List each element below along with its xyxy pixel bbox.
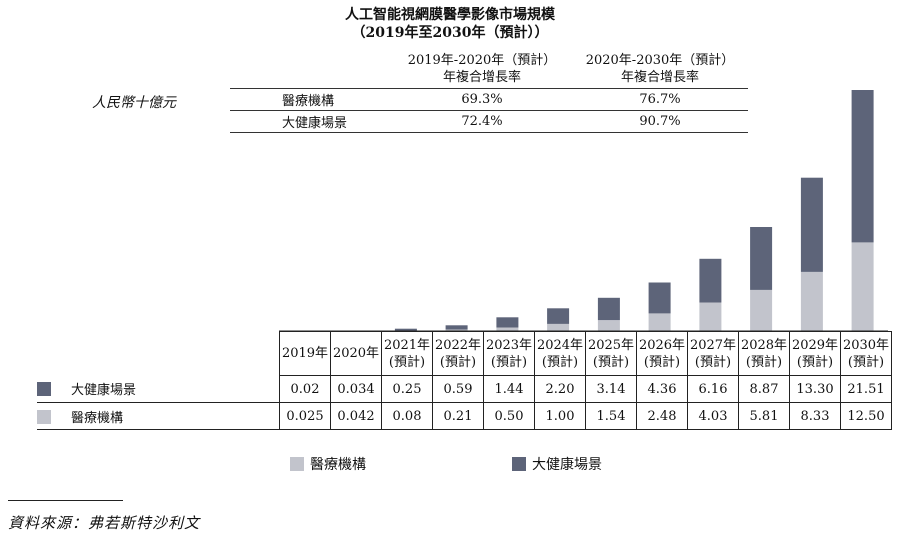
data-cell-health: 2.20 bbox=[534, 375, 586, 403]
data-cell-medical: 0.025 bbox=[279, 402, 331, 430]
data-cell-medical: 1.54 bbox=[585, 402, 637, 430]
cagr-row-health: 大健康場景 72.4% 90.7% bbox=[230, 110, 748, 133]
cagr-table: 2019年-2020年（預計） 年複合增長率 2020年-2030年（預計） 年複合… bbox=[230, 50, 748, 133]
legend-label: 大健康場景 bbox=[532, 457, 602, 473]
bar-medical bbox=[496, 327, 519, 331]
data-table: 2019年 2020年 2021年 (預計) 2022年 (預計) 2023年 (預計) 202… bbox=[37, 331, 892, 430]
year-header-cell: 2028年 (預計) bbox=[738, 331, 790, 376]
bar-health bbox=[851, 90, 874, 243]
row-label-medical: 醫療機構 bbox=[37, 402, 280, 430]
year-header-cell: 2023年 (預計) bbox=[483, 331, 535, 376]
year-header-cell: 2029年 (預計) bbox=[789, 331, 841, 376]
data-cell-medical: 8.33 bbox=[789, 402, 841, 430]
year-header-cell: 2024年 (預計) bbox=[534, 331, 586, 376]
cagr-header-2019-2020: 2019年-2020年（預計） 年複合增長率 bbox=[392, 50, 572, 89]
bar-health bbox=[547, 308, 570, 324]
cagr-header-row: 2019年-2020年（預計） 年複合增長率 2020年-2030年（預計） 年複合… bbox=[230, 50, 748, 89]
cagr-row-label: 醫療機構 bbox=[230, 88, 392, 111]
legend-swatch-medical bbox=[37, 409, 51, 424]
data-cell-medical: 5.81 bbox=[738, 402, 790, 430]
data-cell-health: 0.59 bbox=[432, 375, 484, 403]
year-header-cell: 2027年 (預計) bbox=[687, 331, 739, 376]
unit-label: 人民幣十億元 bbox=[92, 95, 176, 111]
data-cell-medical: 12.50 bbox=[840, 402, 892, 430]
chart-subtitle: （2019年至2030年（預計）） bbox=[351, 25, 549, 41]
row-label-text: 大健康場景 bbox=[71, 383, 137, 399]
cagr-value: 72.4% bbox=[392, 110, 572, 133]
cagr-header-2020-2030: 2020年-2030年（預計） 年複合增長率 bbox=[572, 50, 748, 89]
chart-title: 人工智能視網膜醫學影像市場規模 bbox=[345, 7, 555, 23]
data-row-medical: 醫療機構 0.025 0.042 0.08 0.21 0.50 1.00 1.54 2.48 4… bbox=[37, 402, 892, 430]
year-header-cell: 2030年 (預計) bbox=[840, 331, 892, 376]
cagr-row-label: 大健康場景 bbox=[230, 110, 392, 133]
year-header-cell: 2026年 (預計) bbox=[636, 331, 688, 376]
legend-item-medical: 醫療機構 bbox=[290, 454, 366, 474]
row-label-text: 醫療機構 bbox=[71, 410, 124, 426]
data-cell-health: 8.87 bbox=[738, 375, 790, 403]
data-cell-health: 13.30 bbox=[789, 375, 841, 403]
data-cell-health: 0.034 bbox=[330, 375, 382, 403]
year-header-cell: 2021年 (預計) bbox=[381, 331, 433, 376]
data-cell-health: 1.44 bbox=[483, 375, 535, 403]
year-header-cell: 2025年 (預計) bbox=[585, 331, 637, 376]
legend-swatch-health bbox=[512, 457, 526, 471]
source-divider bbox=[8, 500, 123, 501]
bar-health bbox=[648, 282, 671, 314]
cagr-value: 90.7% bbox=[572, 110, 748, 133]
data-cell-medical: 0.50 bbox=[483, 402, 535, 430]
bar-medical bbox=[851, 242, 874, 331]
data-table-corner bbox=[37, 332, 280, 376]
bar-health bbox=[597, 297, 620, 321]
cagr-row-medical: 醫療機構 69.3% 76.7% bbox=[230, 88, 748, 111]
bar-health bbox=[445, 325, 468, 330]
data-cell-health: 21.51 bbox=[840, 375, 892, 403]
cagr-value: 76.7% bbox=[572, 88, 748, 111]
bar-medical bbox=[699, 302, 722, 331]
data-cell-health: 3.14 bbox=[585, 375, 637, 403]
data-cell-health: 0.25 bbox=[381, 375, 433, 403]
stacked-bar-chart bbox=[279, 90, 888, 332]
data-cell-health: 0.02 bbox=[279, 375, 331, 403]
bar-health bbox=[800, 177, 823, 272]
data-row-health: 大健康場景 0.02 0.034 0.25 0.59 1.44 2.20 3.14 4.36 6… bbox=[37, 375, 892, 403]
data-cell-medical: 4.03 bbox=[687, 402, 739, 430]
legend-swatch-health bbox=[37, 382, 51, 397]
bar-health bbox=[699, 258, 722, 303]
source-note: 資料來源：弗若斯特沙利文 bbox=[8, 514, 201, 532]
bar-medical bbox=[547, 323, 570, 331]
row-label-health: 大健康場景 bbox=[37, 375, 280, 403]
bar-medical bbox=[800, 272, 823, 331]
bar-health bbox=[496, 317, 519, 328]
data-cell-medical: 1.00 bbox=[534, 402, 586, 430]
bar-medical bbox=[597, 320, 620, 331]
legend-label: 醫療機構 bbox=[310, 457, 366, 473]
data-cell-medical: 0.08 bbox=[381, 402, 433, 430]
year-header-row: 2019年 2020年 2021年 (預計) 2022年 (預計) 2023年 (預計) 202… bbox=[37, 331, 892, 376]
bar-medical bbox=[445, 329, 468, 331]
data-cell-medical: 0.042 bbox=[330, 402, 382, 430]
bar-medical bbox=[750, 289, 773, 331]
legend-swatch-medical bbox=[290, 457, 304, 471]
data-cell-health: 6.16 bbox=[687, 375, 739, 403]
bar-health bbox=[750, 227, 773, 290]
cagr-header-empty bbox=[230, 50, 392, 89]
bar-medical bbox=[648, 313, 671, 331]
legend-item-health: 大健康場景 bbox=[512, 454, 602, 474]
cagr-value: 69.3% bbox=[392, 88, 572, 111]
year-header-cell: 2020年 bbox=[330, 331, 382, 376]
year-header-cell: 2019年 bbox=[279, 331, 331, 376]
data-cell-medical: 2.48 bbox=[636, 402, 688, 430]
year-header-cell: 2022年 (預計) bbox=[432, 331, 484, 376]
data-cell-medical: 0.21 bbox=[432, 402, 484, 430]
data-cell-health: 4.36 bbox=[636, 375, 688, 403]
bar-health bbox=[394, 328, 417, 331]
